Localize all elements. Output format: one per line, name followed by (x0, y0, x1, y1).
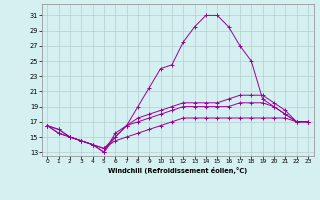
X-axis label: Windchill (Refroidissement éolien,°C): Windchill (Refroidissement éolien,°C) (108, 167, 247, 174)
